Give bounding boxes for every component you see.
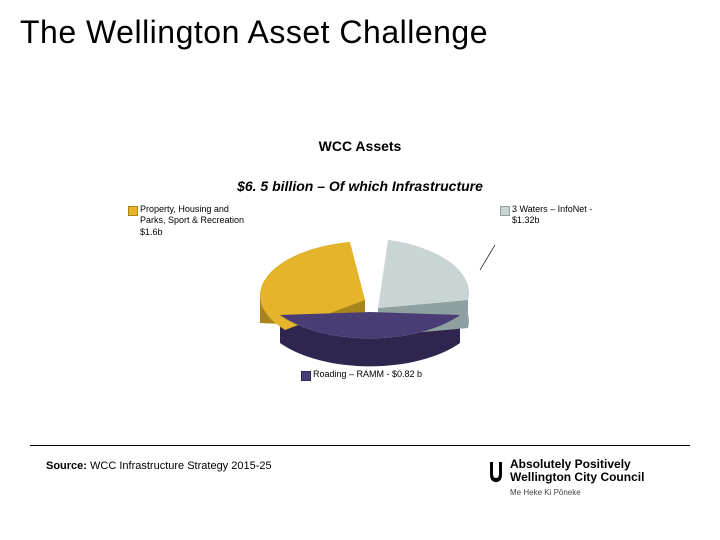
chart-subtitle: $6. 5 billion – Of which Infrastructure — [0, 178, 720, 194]
slice-label-0: Property, Housing and Parks, Sport & Rec… — [140, 204, 260, 238]
council-logo: Absolutely Positively Wellington City Co… — [510, 458, 690, 497]
pie-chart: Property, Housing and Parks, Sport & Rec… — [110, 200, 610, 390]
slice-top-2 — [378, 240, 469, 308]
source-text: WCC Infrastructure Strategy 2015-25 — [90, 460, 272, 472]
source-line: Source: WCC Infrastructure Strategy 2015… — [46, 460, 272, 472]
label-text: Property, Housing and — [140, 204, 229, 214]
swatch-0 — [128, 206, 138, 216]
source-prefix: Source: — [46, 460, 87, 472]
logo-mark-icon — [488, 460, 504, 484]
swatch-2 — [500, 206, 510, 216]
swatch-1 — [301, 371, 311, 381]
slice-label-2: 3 Waters – InfoNet - $1.32b — [512, 204, 632, 227]
logo-line3: Me Heke Ki Pōneke — [510, 488, 690, 497]
logo-line2: Wellington City Council — [510, 471, 690, 484]
slice-label-1: Roading – RAMM - $0.82 b — [313, 369, 483, 380]
page-title: The Wellington Asset Challenge — [20, 14, 488, 51]
label-text: Roading – RAMM - $0.82 b — [313, 369, 422, 379]
leader-line — [480, 245, 495, 270]
label-text: $1.32b — [512, 215, 540, 225]
chart-title: WCC Assets — [0, 138, 720, 154]
label-text: 3 Waters – InfoNet - — [512, 204, 592, 214]
label-text: Parks, Sport & Recreation — [140, 215, 244, 225]
label-text: $1.6b — [140, 227, 163, 237]
slide: The Wellington Asset Challenge WCC Asset… — [0, 0, 720, 540]
divider — [30, 445, 690, 446]
